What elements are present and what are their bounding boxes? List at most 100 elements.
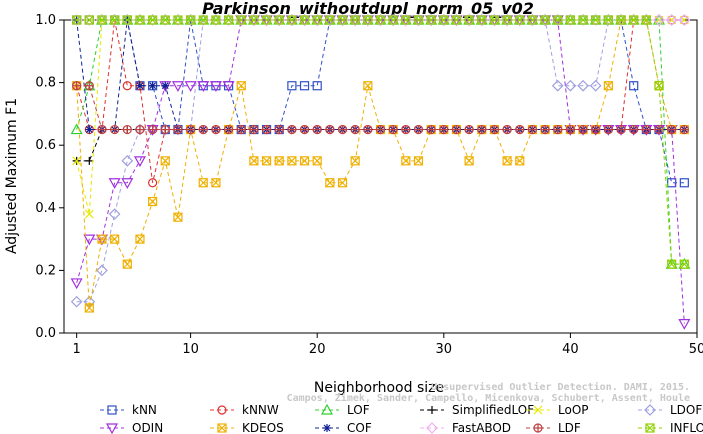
legend-marker-knn	[107, 405, 117, 415]
point-fastabod	[475, 14, 488, 26]
series-lof	[70, 13, 691, 269]
point-ldf	[161, 125, 170, 134]
point-fastabod	[665, 14, 678, 26]
legend-item-knn: kNN	[100, 403, 157, 417]
point-inflo	[261, 15, 272, 25]
x-tick-label: 10	[182, 342, 199, 357]
point-ldof	[121, 155, 134, 167]
point-kdeos	[603, 81, 613, 91]
point-ldf	[148, 125, 157, 134]
legend-label: FastABOD	[452, 421, 511, 434]
point-fastabod	[387, 14, 400, 26]
point-inflo	[97, 15, 107, 25]
point-inflo	[350, 15, 360, 25]
point-kdeos	[464, 156, 474, 166]
legend-label: KDEOS	[242, 421, 284, 434]
point-ldf	[325, 124, 335, 135]
point-ldf	[414, 125, 423, 134]
point-inflo	[591, 15, 601, 25]
series-line-lof	[76, 19, 685, 265]
point-kdeos	[122, 259, 132, 269]
point-kdeos	[173, 212, 183, 222]
point-inflo	[211, 15, 221, 25]
point-inflo	[679, 259, 689, 269]
point-fastabod	[665, 14, 678, 26]
point-ldf	[503, 125, 512, 134]
point-fastabod	[678, 14, 691, 26]
legend-marker-inflo	[645, 423, 655, 433]
point-kdeos	[464, 156, 474, 166]
series-line-inflo	[76, 19, 685, 265]
series-line-loop	[76, 19, 685, 215]
point-odin	[678, 319, 691, 330]
point-kdeos	[414, 156, 423, 166]
point-fastabod	[159, 14, 172, 26]
point-ldf	[135, 125, 144, 134]
legend-item-fastabod: FastABOD	[420, 421, 511, 434]
point-inflo	[553, 15, 563, 25]
point-ldof	[70, 295, 83, 308]
point-ldf	[604, 125, 613, 134]
point-fastabod	[551, 14, 564, 26]
point-inflo	[312, 15, 322, 25]
point-ldf	[490, 125, 499, 134]
point-inflo	[565, 15, 576, 25]
legend-item-ldof: LDOF	[638, 403, 702, 417]
y-tick-label: 0.0	[35, 326, 56, 341]
point-ldf	[515, 124, 525, 135]
point-fastabod	[627, 14, 640, 26]
point-inflo	[325, 15, 335, 25]
point-kdeos	[274, 156, 284, 166]
point-kdeos	[97, 234, 107, 244]
point-ldf	[375, 124, 386, 135]
point-kdeos	[198, 178, 208, 188]
point-kdeos	[249, 156, 259, 166]
y-tick-label: 1.0	[35, 13, 56, 28]
point-ldof	[589, 79, 602, 92]
legend-item-kdeos: KDEOS	[210, 421, 284, 434]
point-kdeos	[160, 156, 170, 166]
point-inflo	[122, 15, 132, 25]
point-ldf	[312, 124, 322, 135]
point-inflo	[97, 15, 107, 25]
legend-label: SimplifiedLOF	[452, 403, 534, 417]
point-fastabod	[210, 14, 222, 26]
point-ldf	[465, 125, 474, 134]
point-inflo	[224, 15, 234, 25]
point-kdeos	[160, 156, 170, 166]
point-inflo	[401, 15, 411, 25]
point-odin	[171, 81, 184, 92]
legend-label: LoOP	[558, 403, 589, 417]
point-fastabod	[172, 14, 184, 26]
point-ldf	[173, 124, 183, 135]
x-tick-label: 30	[436, 342, 453, 357]
point-odin	[184, 81, 197, 92]
point-inflo	[502, 15, 512, 25]
point-inflo	[603, 15, 613, 25]
point-fastabod	[437, 14, 450, 26]
point-inflo	[515, 15, 525, 25]
point-ldof	[564, 79, 577, 92]
series-inflo	[72, 15, 689, 269]
point-kdeos	[312, 156, 322, 166]
point-inflo	[135, 15, 145, 25]
point-kdeos	[363, 81, 373, 91]
point-ldf	[617, 125, 626, 134]
point-fastabod	[248, 14, 260, 26]
point-kdeos	[135, 234, 145, 244]
point-inflo	[616, 15, 626, 25]
point-kdeos	[325, 178, 335, 188]
point-ldf	[477, 125, 486, 134]
point-ldf	[679, 124, 689, 135]
point-kdeos	[299, 156, 310, 166]
point-inflo	[211, 15, 221, 25]
point-ldf	[350, 124, 360, 135]
point-ldf	[236, 124, 246, 135]
point-kdeos	[110, 234, 120, 244]
point-inflo	[679, 259, 689, 269]
point-ldf	[223, 124, 234, 135]
point-ldf	[122, 124, 132, 135]
point-ldof	[70, 295, 83, 308]
point-fastabod	[602, 14, 615, 26]
point-kdeos	[97, 234, 107, 244]
